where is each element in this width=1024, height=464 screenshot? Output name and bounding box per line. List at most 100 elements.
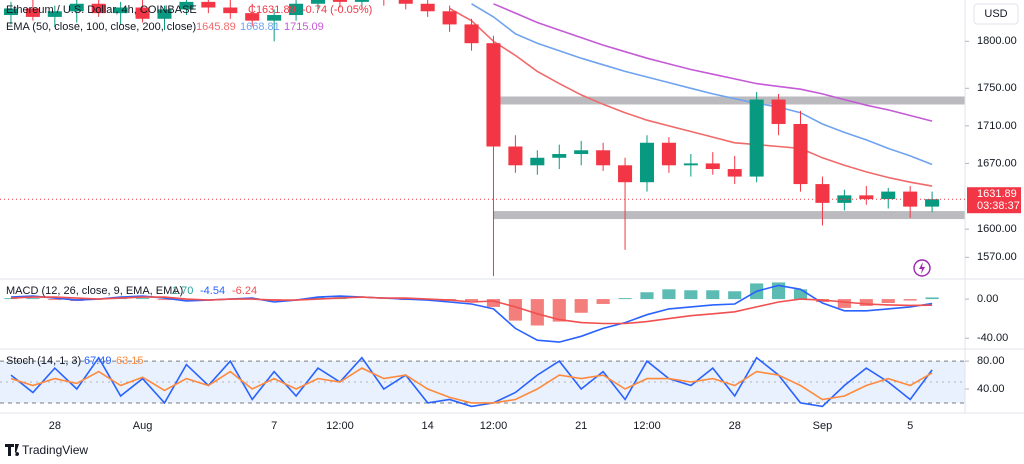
candle-body: [69, 3, 84, 12]
x-tick-label: Sep: [813, 420, 833, 432]
candle-body: [135, 7, 150, 19]
ema-legend-value: 1668.81: [240, 21, 280, 33]
candle-body: [771, 99, 786, 124]
candle-body: [442, 11, 457, 25]
candle-body: [464, 24, 479, 44]
candle-body: [639, 142, 655, 183]
histogram-bar: [48, 299, 62, 301]
level-zone: [493, 96, 965, 105]
histogram-bar: [837, 299, 851, 308]
candle-body: [596, 150, 611, 166]
macd-legend-value: -4.54: [200, 285, 225, 297]
candle-body: [815, 184, 830, 203]
y-tick-label: 80.00: [977, 355, 1005, 367]
candle-body: [903, 191, 918, 207]
candle-body: [683, 163, 698, 166]
ema-legend-value: 1715.09: [284, 21, 324, 33]
y-tick-label: 1600.00: [977, 223, 1017, 235]
candle-body: [486, 43, 501, 147]
candle-body: [398, 0, 413, 4]
candle-body: [661, 142, 676, 166]
histogram-bar: [793, 289, 808, 300]
histogram-bar: [925, 297, 939, 300]
histogram-bar: [486, 299, 501, 307]
series-line: [10, 296, 933, 325]
price-change: -0.74 (-0.05%): [302, 4, 372, 16]
stoch-legend-value: 67.49: [84, 355, 112, 367]
level-zone: [493, 211, 965, 220]
y-tick-label: 1710.00: [977, 120, 1017, 132]
y-tick-label: -40.00: [977, 332, 1008, 344]
brand-name: TradingView: [22, 443, 88, 457]
y-tick-label: 40.00: [977, 383, 1005, 395]
histogram-bar: [903, 299, 917, 301]
y-tick-label: 1670.00: [977, 157, 1017, 169]
stoch-title: Stoch (14, 1, 3): [6, 355, 81, 367]
histogram-bar: [574, 299, 588, 313]
candle-body: [201, 1, 216, 8]
candle-body: [245, 13, 260, 21]
candle-body: [179, 1, 194, 10]
candle-body: [705, 163, 720, 170]
histogram-bar: [552, 299, 566, 322]
currency-label[interactable]: USD: [984, 8, 1007, 20]
series-line: [10, 367, 933, 404]
brand-logo: [5, 444, 20, 456]
candle-body: [420, 3, 435, 12]
macd-title: MACD (12, 26, close, 9, EMA, EMA): [6, 285, 183, 297]
histogram-bar: [311, 297, 325, 300]
candle-body: [267, 15, 282, 21]
candle-body: [552, 154, 567, 158]
y-tick-label: 0.00: [977, 293, 998, 305]
macd-legend-value: 1.70: [172, 285, 193, 297]
x-tick-label: 14: [422, 420, 434, 432]
chart-title: Ethereum / U.S. Dollar, 4h, COINBASE: [6, 4, 197, 16]
candle-body: [310, 0, 326, 4]
stoch-legend-value: 63.15: [116, 355, 144, 367]
candle-body: [508, 146, 523, 166]
x-tick-label: 5: [907, 420, 913, 432]
histogram-bar: [179, 299, 193, 302]
histogram-bar: [26, 298, 40, 300]
histogram-bar: [662, 289, 676, 300]
histogram-bar: [4, 298, 18, 300]
x-tick-label: 12:00: [480, 420, 508, 432]
x-tick-label: 21: [575, 420, 587, 432]
candle-body: [859, 195, 874, 200]
indicator-title: EMA (50, close, 100, close, 200, close): [6, 21, 196, 33]
histogram-bar: [640, 292, 654, 300]
series-line: [471, 3, 933, 166]
series-line: [10, 284, 933, 343]
candle-body: [157, 9, 172, 19]
candle-body: [332, 0, 347, 2]
candle-body: [749, 99, 764, 177]
candle-body: [3, 8, 18, 16]
candle-body: [25, 8, 40, 17]
candle-body: [530, 157, 545, 166]
histogram-bar: [859, 299, 873, 306]
histogram-bar: [464, 299, 479, 302]
currency-button[interactable]: [973, 3, 1019, 25]
series-line: [449, 7, 933, 187]
histogram-bar: [135, 298, 150, 300]
candle-body: [354, 0, 369, 2]
candle-body: [793, 123, 808, 185]
alert-icon-bolt: [919, 262, 925, 274]
histogram-bar: [530, 299, 544, 326]
x-tick-label: 28: [729, 420, 741, 432]
histogram-bar: [596, 299, 610, 304]
pane: [3, 0, 965, 277]
histogram-bar: [157, 299, 172, 301]
x-tick-label: 12:00: [633, 420, 661, 432]
candle-body: [91, 3, 106, 14]
plot-layers: 28 Aug 7 12:00 14 12:00 21 12:00 28 Sep 5: [0, 0, 965, 432]
candle-body: [727, 169, 742, 177]
last-price-tag: [967, 187, 1021, 214]
y-tick-label: 1570.00: [977, 251, 1017, 263]
series-line: [493, 3, 933, 122]
histogram-bar: [684, 290, 698, 300]
histogram-bar: [618, 298, 632, 300]
histogram-bar: [706, 290, 720, 300]
